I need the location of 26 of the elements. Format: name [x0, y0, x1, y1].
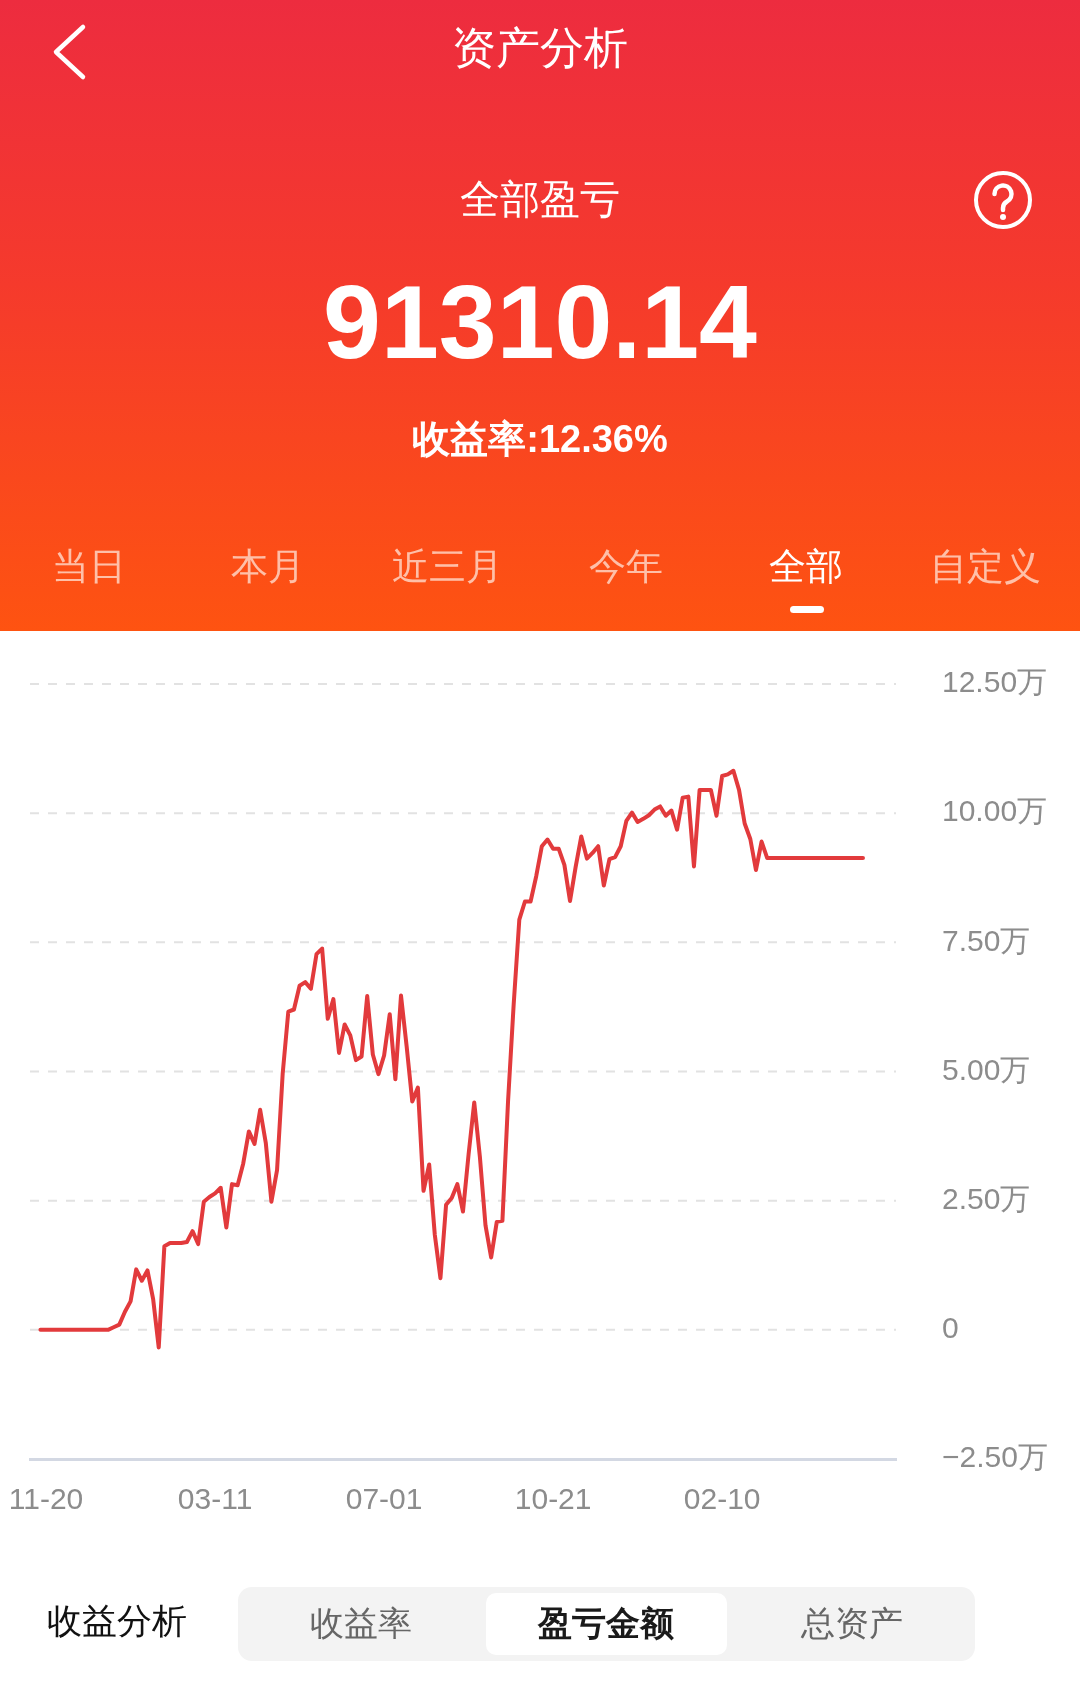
- text: 收益分析: [47, 1600, 187, 1642]
- text: 盈亏金额: [538, 1604, 674, 1644]
- x-tick-label: 02-10: [683, 1482, 761, 1516]
- text: 本月: [231, 545, 305, 589]
- y-tick-label: 5.00万: [942, 1052, 1031, 1086]
- y-tick-label: 10.00万: [942, 794, 1048, 828]
- chart-subtitle: 全部盈亏: [460, 176, 620, 222]
- text: 收益率:12.36%: [412, 418, 668, 462]
- x-tick-label: 07-01: [345, 1482, 423, 1516]
- text: 总资产: [801, 1604, 903, 1644]
- x-tick-label: 03-11: [177, 1482, 253, 1516]
- y-tick-label: 0: [942, 1311, 959, 1345]
- text: 全部: [769, 545, 843, 589]
- text: 自定义: [929, 545, 1041, 589]
- text: 近三月: [391, 545, 503, 589]
- y-tick-label: 12.50万: [942, 665, 1048, 699]
- y-tick-label: 7.50万: [942, 923, 1031, 957]
- y-tick-label: 2.50万: [942, 1181, 1031, 1215]
- text: 当日: [52, 545, 126, 589]
- text: 收益率: [310, 1604, 412, 1644]
- y-tick-label: −2.50万: [942, 1440, 1048, 1474]
- chart-title: 资产分析: [452, 22, 628, 74]
- text: 今年: [589, 545, 663, 589]
- text: 91310.14: [323, 263, 757, 383]
- x-tick-label: 11-20: [8, 1482, 84, 1516]
- x-tick-label: 10-21: [514, 1482, 592, 1516]
